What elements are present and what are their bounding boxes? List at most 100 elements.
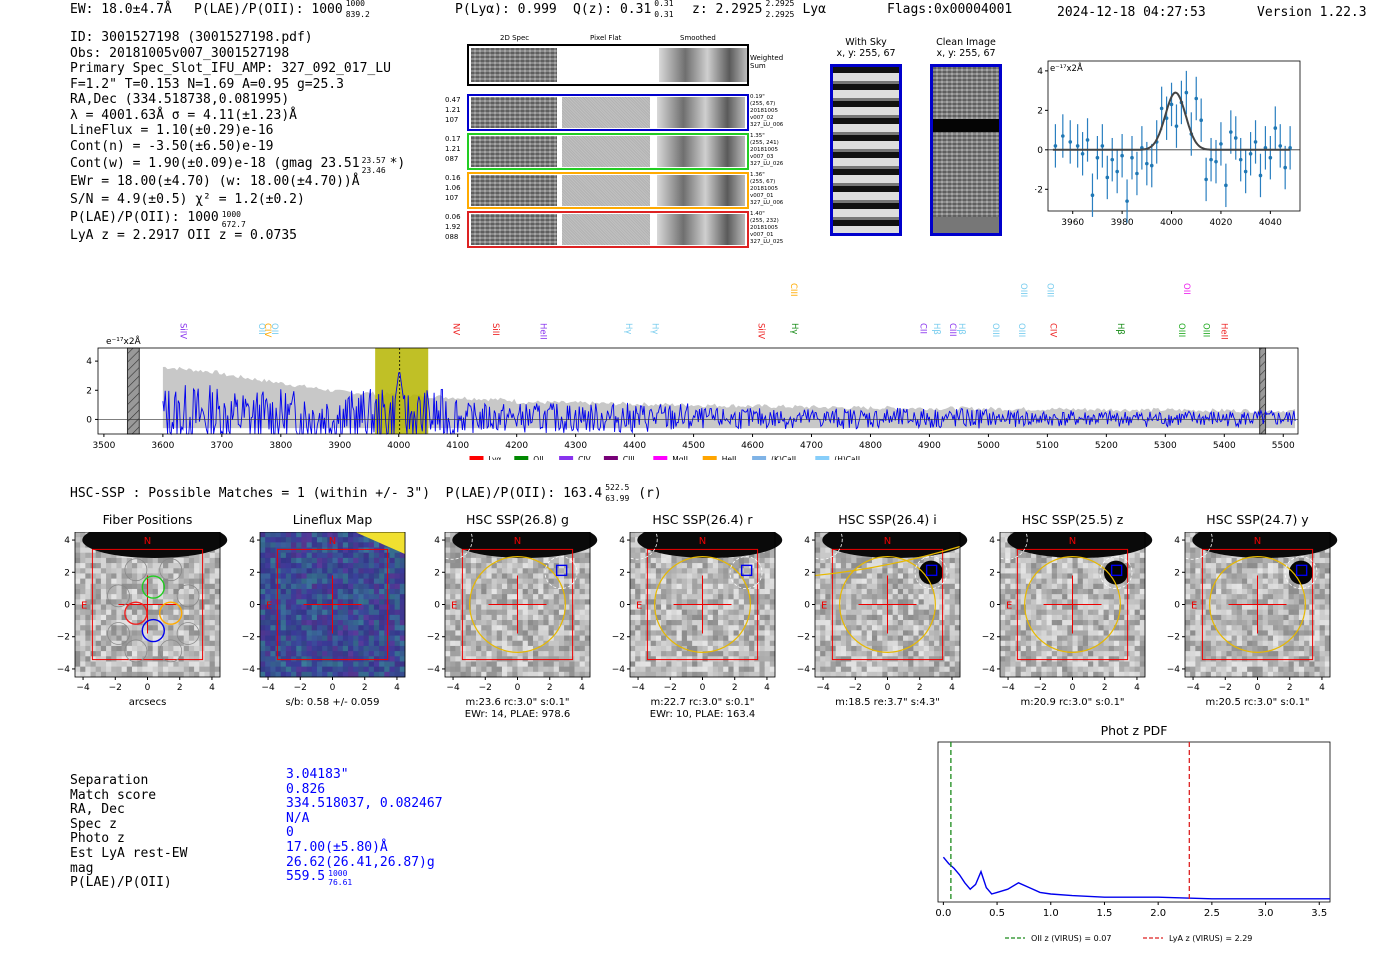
cutout-pixel (1031, 656, 1037, 662)
cutout-caption: EWr: 10, PLAE: 163.4 (649, 709, 756, 720)
cutout-pixel (270, 594, 276, 600)
spectrum-line-label: OII (1181, 283, 1191, 295)
cutout-pixel (1036, 604, 1042, 610)
cutout-pixel (533, 625, 539, 631)
cutout-pixel (332, 532, 338, 538)
cutout-pixel (655, 656, 662, 662)
cutout-pixel (85, 599, 91, 605)
cutout-pixel (358, 552, 364, 559)
cutout-pixel (465, 651, 472, 657)
cutout-pixel (918, 609, 925, 616)
cutout-pixel (640, 671, 646, 678)
cutout-pixel (1098, 604, 1104, 610)
cutout-pixel (892, 640, 899, 647)
cutout-pixel (543, 671, 549, 678)
bright-source (82, 532, 228, 558)
cutout-pixel (389, 630, 395, 636)
cutout-pixel (75, 537, 81, 543)
cutout-pixel (671, 661, 677, 667)
cutout-pixel (564, 588, 570, 595)
cutout-pixel (527, 625, 534, 631)
cutout-pixel (1082, 563, 1089, 569)
cutout-pixel (301, 666, 307, 673)
cutout-pixel (835, 609, 842, 616)
cutout-pixel (861, 557, 868, 564)
cutout-pixel (188, 563, 195, 569)
cutout-pixel (379, 640, 385, 647)
cutout-pixel (918, 666, 925, 673)
cutout-pixel (846, 552, 852, 559)
cutout-pixel (892, 599, 899, 605)
cutout-pixel (579, 656, 586, 662)
cutout-pixel (163, 630, 169, 636)
cutout-pixel (1046, 614, 1053, 621)
cutout-pixel (95, 635, 102, 642)
cutout-pixel (944, 671, 950, 678)
cutout-pixel (316, 614, 323, 621)
cutout-pixel (640, 588, 646, 595)
cutout-pixel (934, 620, 940, 626)
cutout-pixel (163, 661, 169, 667)
cutout-pixel (548, 666, 555, 673)
cutout-pixel (866, 583, 873, 590)
cutout-pixel (640, 557, 646, 564)
cutout-pixel (707, 671, 714, 678)
cutout-pixel (676, 599, 683, 605)
cutout-pixel (861, 645, 868, 652)
cutout-pixel (296, 666, 302, 673)
cutout-pixel (908, 651, 914, 657)
cutout-pixel (548, 620, 555, 626)
spectrum-ytick-label: 2 (86, 386, 92, 396)
cutout-pixel (368, 656, 375, 662)
cutout-pixel (95, 625, 102, 631)
cutout-pixel (337, 542, 344, 548)
cutout-pixel (188, 557, 195, 564)
cutout-pixel (769, 625, 776, 631)
cutout-pixel (764, 583, 771, 590)
cutout-pixel (214, 640, 221, 647)
cutout-pixel (877, 568, 883, 574)
cutout-pixel (569, 563, 575, 569)
cutout-pixel (871, 568, 878, 574)
zoom-data-point (1075, 144, 1080, 148)
cutout-pixel (342, 620, 349, 626)
cutout-pixel (1015, 666, 1022, 673)
cutout-pixel (389, 671, 395, 678)
cutout-pixel (718, 609, 724, 616)
cutout-pixel (723, 635, 729, 642)
cutout-pixel (1005, 563, 1011, 569)
cutout-pixel (733, 640, 740, 647)
cutout-pixel (743, 666, 750, 673)
spec2d-row-gap (557, 174, 561, 207)
cutout-pixel (954, 563, 961, 569)
cutout-pixel (270, 651, 276, 657)
cutout-xtick-label: 0 (515, 683, 521, 693)
cutout-pixel (650, 599, 657, 605)
cutout-pixel (815, 588, 821, 595)
cutout-pixel (840, 614, 847, 621)
cutout-pixel (846, 635, 852, 642)
cutout-pixel (214, 625, 221, 631)
cutout-pixel (311, 563, 318, 569)
cutout-pixel (1072, 635, 1078, 642)
cutout-pixel (707, 656, 714, 662)
cutout-pixel (830, 578, 837, 585)
cutout-pixel (460, 640, 467, 647)
cutout-pixel (188, 568, 195, 574)
cutout-pixel (949, 671, 956, 678)
cutout-pixel (188, 671, 195, 678)
cutout-pixel (465, 671, 472, 678)
cutout-pixel (204, 552, 210, 559)
cutout-pixel (348, 671, 354, 678)
cutout-pixel (686, 625, 693, 631)
cutout-pixel (111, 583, 117, 590)
cutout-pixel (1077, 640, 1084, 647)
cutout-pixel (835, 666, 842, 673)
cutout-pixel (676, 625, 683, 631)
spectrum-line-label: CIII (788, 283, 798, 296)
cutout-pixel (445, 563, 451, 569)
cutout-pixel (358, 573, 364, 579)
cutout-pixel (1046, 620, 1053, 626)
cutout-pixel (574, 604, 580, 610)
cutout-pixel (861, 640, 868, 647)
